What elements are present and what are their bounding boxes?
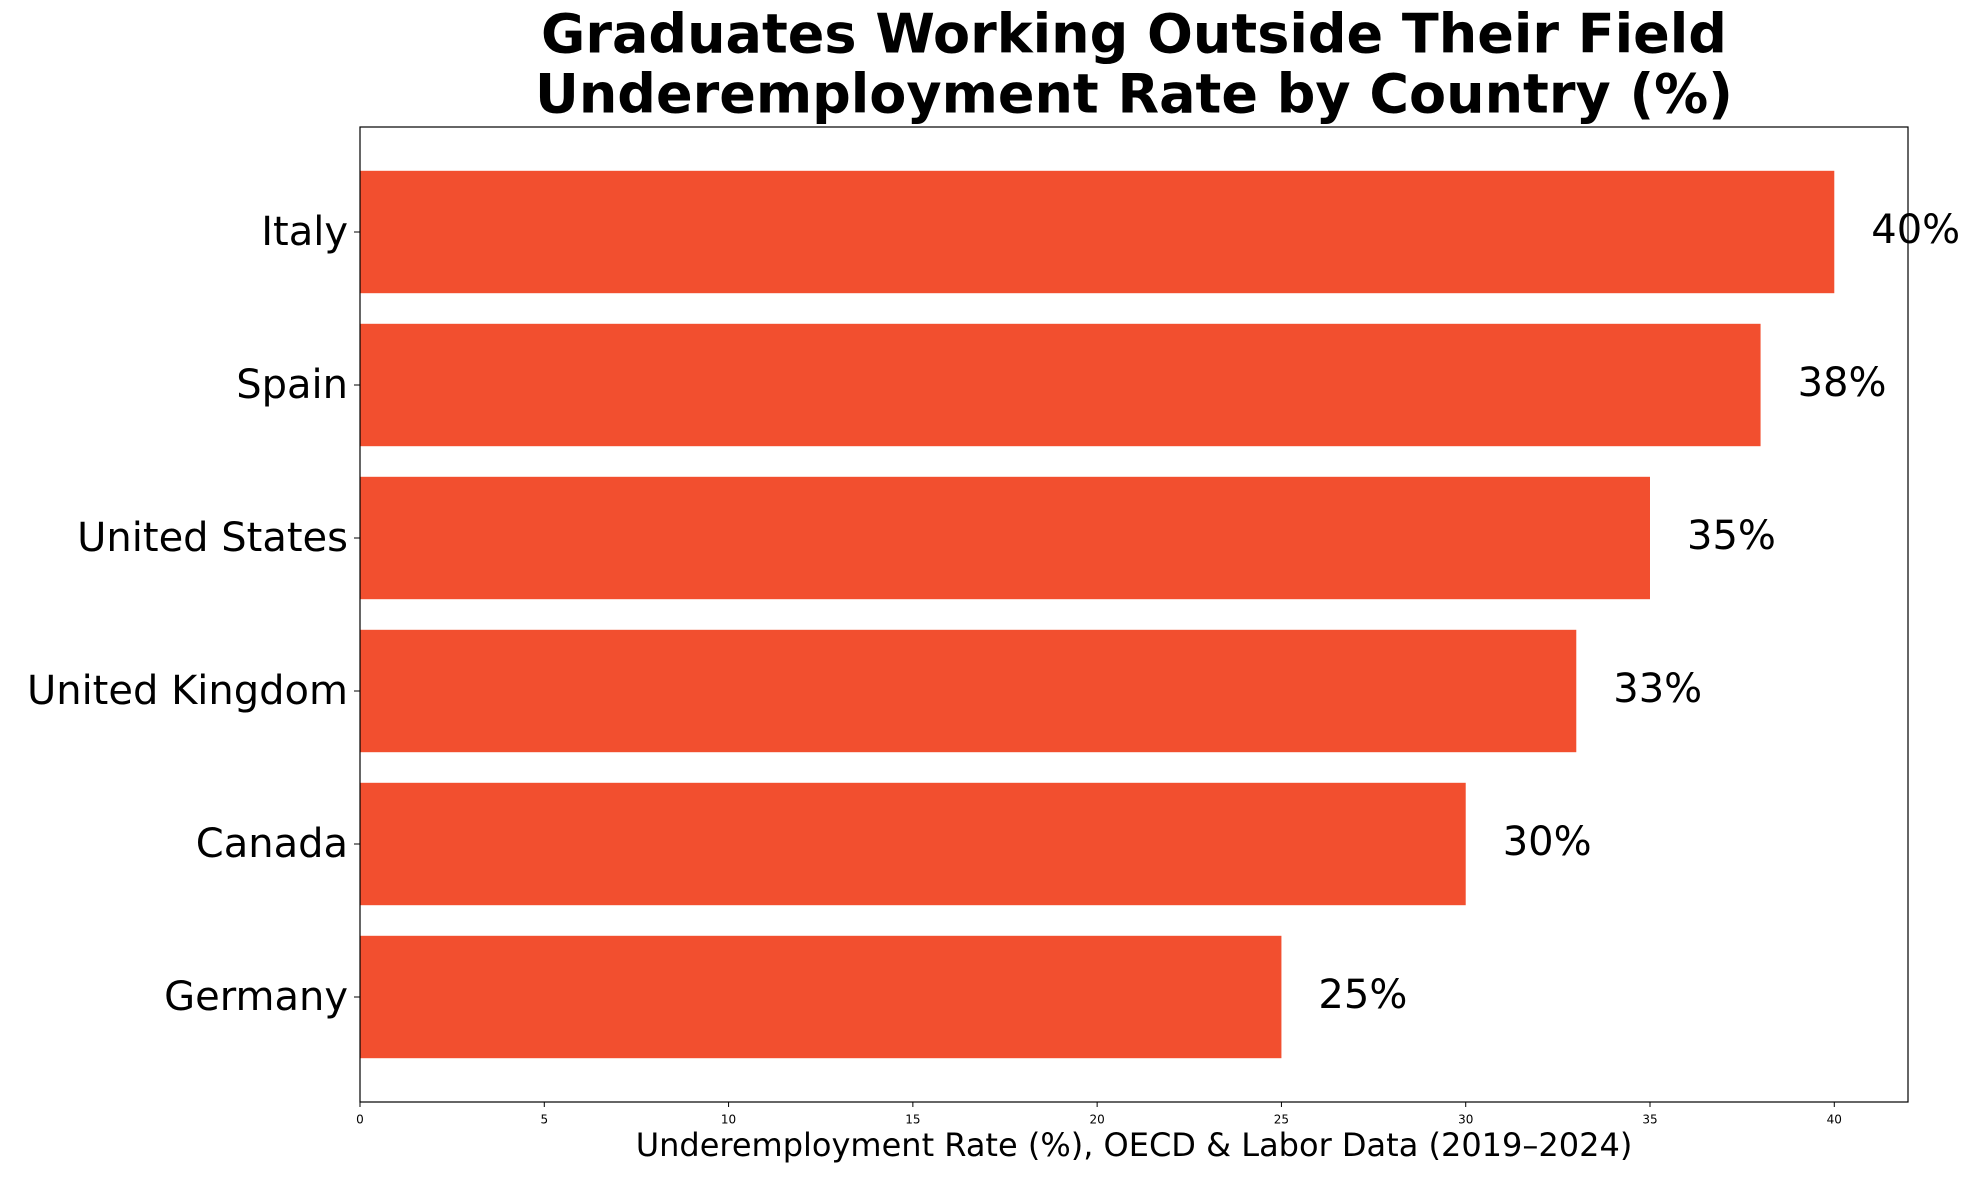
y-tick-label: Spain (236, 362, 348, 408)
bar (360, 629, 1577, 753)
bar (360, 782, 1466, 906)
value-label: 38% (1798, 360, 1887, 406)
x-tick-label: 15 (905, 1113, 920, 1127)
x-tick-label: 30 (1458, 1113, 1473, 1127)
bar (360, 323, 1761, 447)
value-label: 33% (1613, 666, 1702, 712)
plot-frame (359, 126, 1909, 1103)
y-tick-label: Canada (196, 821, 348, 867)
x-tick-label: 10 (721, 1113, 736, 1127)
x-tick-label: 20 (1090, 1113, 1105, 1127)
x-tick-label: 0 (356, 1113, 364, 1127)
x-tick-label: 40 (1827, 1113, 1842, 1127)
x-tick-label: 25 (1274, 1113, 1289, 1127)
x-axis-label: Underemployment Rate (%), OECD & Labor D… (636, 1126, 1633, 1164)
chart-title: Underemployment Rate by Country (%) (535, 63, 1733, 126)
bar (360, 476, 1650, 600)
x-tick-label: 5 (540, 1113, 548, 1127)
y-tick-label: Germany (164, 974, 348, 1020)
bar (360, 935, 1282, 1059)
value-label: 25% (1318, 972, 1407, 1018)
chart-title: Graduates Working Outside Their Field (541, 3, 1727, 66)
y-tick-label: United Kingdom (27, 668, 348, 714)
bar (360, 170, 1835, 294)
x-tick-label: 35 (1642, 1113, 1657, 1127)
value-label: 30% (1503, 819, 1592, 865)
value-label: 40% (1871, 207, 1960, 253)
value-label: 35% (1687, 513, 1776, 559)
y-tick-label: United States (77, 515, 348, 561)
y-tick-label: Italy (261, 209, 348, 255)
